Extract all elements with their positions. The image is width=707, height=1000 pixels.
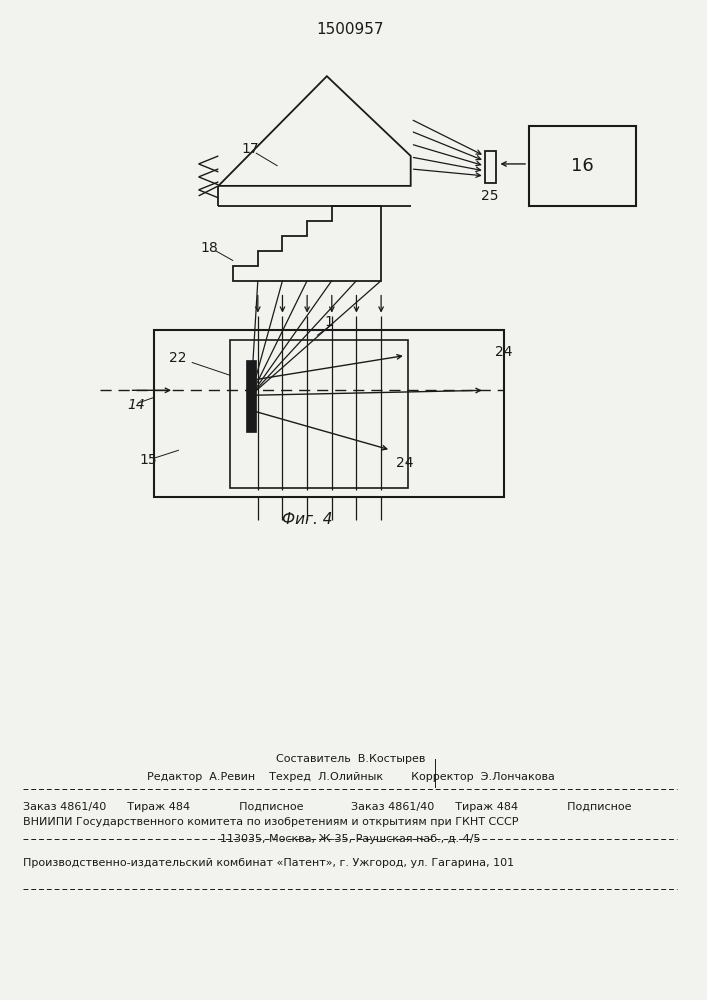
Text: 1: 1	[325, 315, 334, 329]
Text: 17: 17	[241, 142, 259, 156]
Text: 113035, Москва, Ж-35, Раушская наб., д. 4/5: 113035, Москва, Ж-35, Раушская наб., д. …	[221, 834, 481, 844]
Bar	[529, 126, 636, 206]
Text: 24: 24	[396, 456, 414, 470]
Text: Производственно-издательский комбинат «Патент», г. Ужгород, ул. Гагарина, 101: Производственно-издательский комбинат «П…	[23, 858, 514, 868]
Bar	[230, 340, 408, 488]
Text: 16: 16	[571, 157, 594, 175]
Text: Составитель  В.Костырев: Составитель В.Костырев	[276, 754, 425, 764]
Text: 24: 24	[494, 345, 512, 359]
Text: 18: 18	[201, 241, 218, 255]
Text: 15: 15	[139, 453, 157, 467]
Bar	[246, 360, 256, 432]
Text: Заказ 4861/40      Тираж 484              Подписное: Заказ 4861/40 Тираж 484 Подписное	[351, 802, 631, 812]
Text: 14: 14	[128, 398, 146, 412]
Text: Заказ 4861/40      Тираж 484              Подписное: Заказ 4861/40 Тираж 484 Подписное	[23, 802, 303, 812]
Bar	[485, 151, 496, 183]
Text: 22: 22	[169, 351, 187, 365]
Text: 25: 25	[481, 189, 498, 203]
Bar	[154, 330, 504, 497]
Text: ВНИИПИ Государственного комитета по изобретениям и открытиям при ГКНТ СССР: ВНИИПИ Государственного комитета по изоб…	[23, 817, 519, 827]
Text: Фиг. 4: Фиг. 4	[282, 512, 332, 527]
Text: Редактор  А.Ревин    Техред  Л.Олийнык        Корректор  Э.Лончакова: Редактор А.Ревин Техред Л.Олийнык Коррек…	[146, 772, 554, 782]
Text: 1500957: 1500957	[317, 22, 385, 37]
